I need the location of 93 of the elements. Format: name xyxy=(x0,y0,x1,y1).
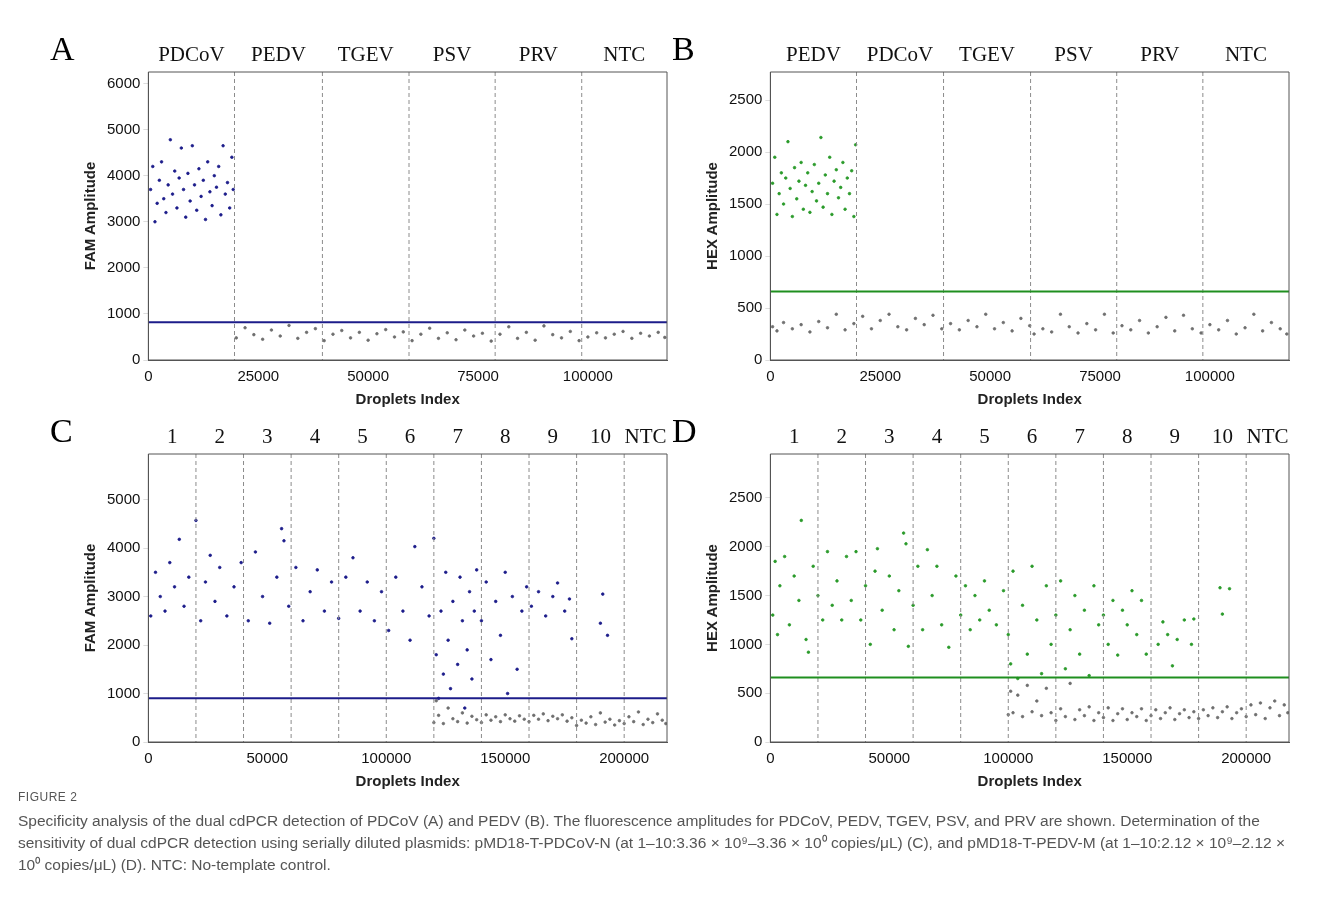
y-tick-label: 2000 xyxy=(728,142,763,160)
x-tick-label: 50000 xyxy=(347,367,389,385)
y-tick-label: 500 xyxy=(737,683,763,701)
x-tick-label: 200000 xyxy=(1221,749,1272,767)
text: NTC xyxy=(603,42,646,67)
text: 8 xyxy=(1121,424,1133,449)
y-tick-label: 0 xyxy=(754,350,763,368)
text: 8 xyxy=(499,424,511,449)
y-tick-label: 4000 xyxy=(106,165,141,183)
y-tick-label: 0 xyxy=(132,732,141,750)
y-tick-label: 500 xyxy=(737,298,763,316)
y-tick-label: 2000 xyxy=(728,536,763,554)
caption: FIGURE 2 xyxy=(18,790,78,804)
x-tick-label: 50000 xyxy=(969,367,1011,385)
y-tick-label: 2000 xyxy=(106,635,141,653)
text: 3 xyxy=(884,424,895,449)
y-tick-label: 3000 xyxy=(106,211,141,229)
y-tick-label: 2500 xyxy=(728,90,763,108)
text: 6 xyxy=(1026,424,1038,449)
x-axis-title: Droplets Index xyxy=(355,390,461,408)
text: 4 xyxy=(309,424,321,449)
text: 3 xyxy=(262,424,273,449)
y-tick-label: 5000 xyxy=(106,119,141,137)
x-tick-label: 25000 xyxy=(859,367,902,385)
y-axis-title: FAM Amplitude xyxy=(81,543,99,653)
text: NTC xyxy=(624,424,667,449)
text: 1 xyxy=(166,424,178,449)
x-tick-label: 100000 xyxy=(361,749,412,767)
chart-title: D xyxy=(672,412,697,450)
x-axis-title: Droplets Index xyxy=(355,772,461,790)
chart-title: A xyxy=(50,30,75,68)
text: 9 xyxy=(547,424,559,449)
x-tick-label: 75000 xyxy=(1079,367,1121,385)
y-tick-label: 6000 xyxy=(106,73,141,91)
x-tick-label: 100000 xyxy=(983,749,1034,767)
text: PEDV xyxy=(251,42,306,67)
y-tick-label: 1500 xyxy=(728,585,763,603)
x-tick-label: 150000 xyxy=(480,749,531,767)
x-tick-label: 150000 xyxy=(1102,749,1153,767)
text: TGEV xyxy=(337,42,394,67)
y-tick-label: 0 xyxy=(132,350,141,368)
text: 5 xyxy=(357,424,368,449)
text: TGEV xyxy=(959,42,1016,67)
text: 5 xyxy=(979,424,990,449)
text: 2 xyxy=(214,424,225,449)
y-tick-label: 1000 xyxy=(106,304,141,322)
y-tick-label: 4000 xyxy=(106,538,141,556)
text: 10 xyxy=(1211,424,1233,449)
text: PRV xyxy=(1140,42,1180,67)
y-tick-label: 5000 xyxy=(106,489,141,507)
text: 4 xyxy=(931,424,943,449)
y-tick-label: 3000 xyxy=(106,586,141,604)
y-tick-label: 1500 xyxy=(728,194,763,212)
x-tick-label: 100000 xyxy=(562,367,613,385)
y-tick-label: 1000 xyxy=(728,246,763,264)
y-tick-label: 0 xyxy=(754,732,763,750)
text: 7 xyxy=(1074,424,1085,449)
y-axis-title: FAM Amplitude xyxy=(81,161,99,271)
chart-title: B xyxy=(672,30,695,68)
x-axis-title: Droplets Index xyxy=(977,390,1083,408)
text: PDCoV xyxy=(158,42,225,67)
y-tick-label: 1000 xyxy=(728,634,763,652)
y-tick-label: 2500 xyxy=(728,488,763,506)
x-tick-label: 0 xyxy=(766,367,775,385)
x-tick-label: 50000 xyxy=(868,749,911,767)
x-tick-label: 0 xyxy=(144,749,153,767)
y-axis-title: HEX Amplitude xyxy=(703,544,721,652)
x-tick-label: 75000 xyxy=(457,367,499,385)
text: PRV xyxy=(518,42,559,67)
chart-title: C xyxy=(50,412,73,450)
text: NTC xyxy=(1246,424,1289,449)
text: 9 xyxy=(1169,424,1181,449)
text: 10 xyxy=(589,424,611,449)
text: 7 xyxy=(452,424,463,449)
x-tick-label: 25000 xyxy=(237,367,280,385)
x-tick-label: 200000 xyxy=(599,749,650,767)
text: PSV xyxy=(432,42,472,67)
text: 6 xyxy=(404,424,416,449)
text: PEDV xyxy=(786,42,841,67)
text: 2 xyxy=(836,424,847,449)
text: 1 xyxy=(788,424,800,449)
y-tick-label: 1000 xyxy=(106,683,141,701)
y-tick-label: 2000 xyxy=(106,257,141,275)
x-tick-label: 50000 xyxy=(246,749,289,767)
y-axis-title: HEX Amplitude xyxy=(703,162,721,270)
text: PDCoV xyxy=(866,42,934,67)
text: Specificity analysis of the dual cdPCR detection of PDCoV (A) and PEDV (B). The fluorescence amplitudes for PDCoV, PEDV, TGEV, PSV, and PRV are shown. Determination of the sensitivity of dual cdPCR detection using serially diluted plasmids: pMD18-T-PDCoV-N (at 1–10:3.36 × 10⁹–3.36 × 10⁰ copies/μL) (C), and pMD18-T-PEDV-M (at 1–10:2.12 × 10⁹–2.12 × 10⁰ copies/μL) (D). NTC: No-template control. xyxy=(18,811,1286,875)
x-tick-label: 0 xyxy=(144,367,153,385)
x-axis-title: Droplets Index xyxy=(977,772,1083,790)
text: PSV xyxy=(1054,42,1093,67)
x-tick-label: 100000 xyxy=(1184,367,1235,385)
x-tick-label: 0 xyxy=(766,749,775,767)
text: NTC xyxy=(1224,42,1267,67)
